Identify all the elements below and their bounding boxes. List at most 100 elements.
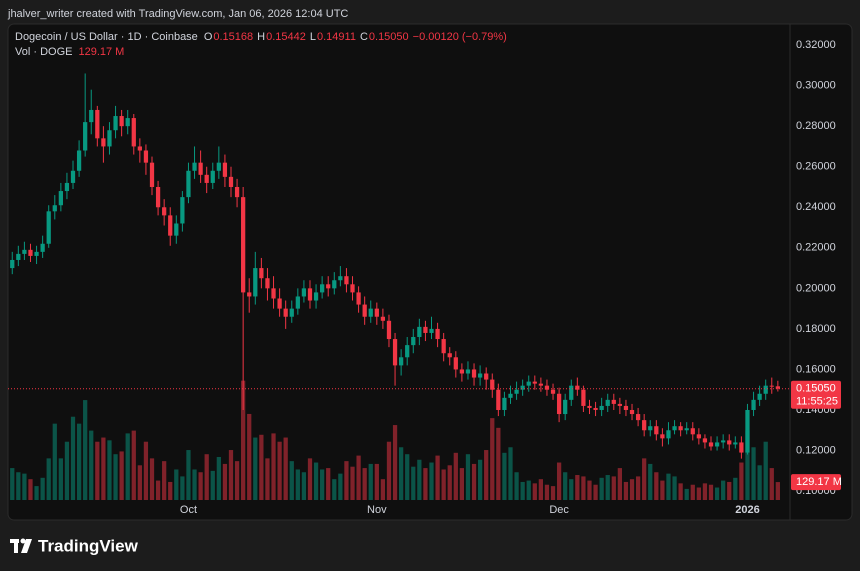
candle-body <box>234 186 240 198</box>
volume-bar <box>253 437 258 500</box>
candle-body <box>295 296 300 309</box>
candle-body <box>575 385 580 390</box>
candle-body <box>642 420 647 431</box>
volume-bar <box>459 468 465 500</box>
volume-bar <box>301 472 307 500</box>
candle-body <box>277 298 282 309</box>
candle-body <box>465 369 471 374</box>
candle-body <box>453 357 458 370</box>
volume-bar <box>168 481 173 500</box>
volume-bar <box>234 461 240 500</box>
candle-body <box>520 385 525 390</box>
volume-bar <box>22 473 27 500</box>
candle-body <box>28 249 33 256</box>
y-tick-label: 0.16000 <box>796 363 836 375</box>
volume-bar <box>58 458 63 500</box>
candle-body <box>64 182 70 192</box>
volume-bar <box>76 423 82 500</box>
candle-body <box>593 407 598 410</box>
candle-body <box>678 426 683 431</box>
candle-body <box>259 268 264 279</box>
price-tag <box>791 380 841 409</box>
volume-bar <box>611 476 616 500</box>
candle-body <box>526 381 531 386</box>
candle-body <box>751 399 756 410</box>
candle-body <box>137 146 142 151</box>
volume-bar <box>538 479 544 500</box>
candle-body <box>702 438 708 443</box>
volume-bar <box>374 463 379 500</box>
volume-bar <box>70 416 76 500</box>
candle-body <box>356 292 361 305</box>
candle-body <box>380 316 386 321</box>
volume-bar <box>763 441 768 500</box>
volume-bar <box>137 465 142 500</box>
volume-bar <box>417 459 422 500</box>
candle-body <box>326 284 331 289</box>
volume-bar <box>471 463 477 500</box>
volume-bar <box>259 434 264 500</box>
volume-bar <box>745 430 750 500</box>
volume-bar <box>204 454 209 500</box>
candle-body <box>320 284 325 293</box>
volume-bar <box>429 462 434 500</box>
candle-body <box>168 215 173 236</box>
caption: jhalver_writer created with TradingView.… <box>7 8 348 20</box>
candle-body <box>635 414 641 421</box>
logo-part <box>14 539 18 553</box>
ohlc-value: 0.15050 <box>369 31 409 43</box>
candle-body <box>386 320 392 340</box>
volume-bar <box>271 433 276 500</box>
volume-bar <box>10 468 15 500</box>
brand: TradingView <box>38 536 139 555</box>
volume-bar <box>581 476 586 500</box>
candle-body <box>210 170 215 183</box>
volume-bar <box>180 476 185 500</box>
volume-value: 129.17 M <box>78 46 124 58</box>
volume-bar <box>362 468 367 500</box>
candle-body <box>271 288 276 299</box>
y-tick-label: 0.28000 <box>796 120 836 132</box>
volume-bar <box>514 472 519 500</box>
candle-body <box>733 442 738 445</box>
volume-bar <box>40 477 45 500</box>
ohlc-label: C <box>360 31 368 43</box>
candle-body <box>581 389 586 406</box>
candle-body <box>89 109 94 123</box>
candle-body <box>617 403 622 406</box>
volume-bar <box>702 483 708 500</box>
volume-bar <box>563 472 568 500</box>
candle-body <box>283 308 288 317</box>
volume-bar <box>277 441 282 500</box>
candle-body <box>265 278 270 289</box>
candle-body <box>611 399 616 404</box>
logo-part <box>21 539 32 553</box>
ohlc-label: H <box>257 31 265 43</box>
volume-bar <box>247 413 252 500</box>
volume-bar <box>198 472 203 500</box>
candle-body <box>587 405 592 408</box>
volume-bar <box>241 380 246 500</box>
volume-bar <box>295 469 300 500</box>
candle-body <box>180 197 185 224</box>
candle-body <box>228 176 234 187</box>
candle-body <box>162 207 167 216</box>
volume-bar <box>666 473 671 500</box>
candle-body <box>34 251 39 256</box>
candle-body <box>745 409 750 453</box>
volume-bar <box>660 480 665 500</box>
volume-bar <box>113 454 118 500</box>
candle-body <box>727 440 732 445</box>
volume-tag <box>791 474 841 491</box>
volume-bar <box>654 472 659 500</box>
change: −0.00120 (−0.79%) <box>413 31 507 43</box>
candle-body <box>247 292 252 297</box>
candle-body <box>708 442 714 447</box>
candle-body <box>550 389 556 394</box>
volume-bar <box>696 487 701 500</box>
volume-bar <box>708 484 714 500</box>
volume-bar <box>556 462 562 500</box>
candle-body <box>350 284 355 293</box>
candle-body <box>399 357 404 366</box>
candle-body <box>739 442 744 453</box>
